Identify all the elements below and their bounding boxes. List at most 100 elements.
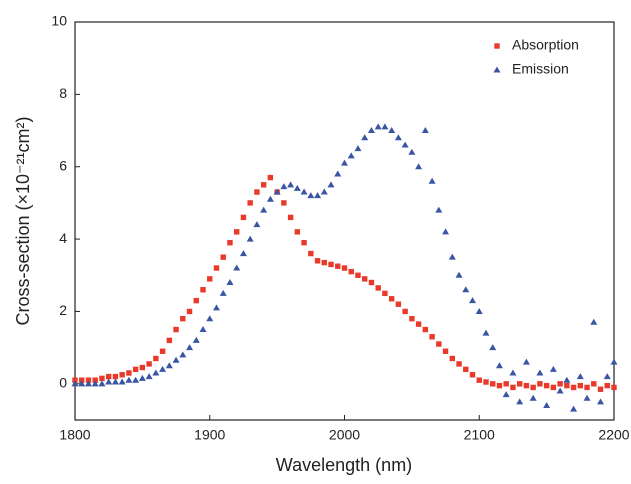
data-point: [179, 351, 187, 358]
data-point: [132, 366, 139, 373]
data-point: [314, 192, 322, 199]
data-point: [523, 382, 530, 389]
data-point: [206, 315, 214, 322]
data-point: [220, 254, 226, 260]
data-point: [610, 358, 618, 365]
legend-label: Absorption: [512, 37, 579, 53]
data-point: [381, 123, 389, 130]
data-point: [577, 382, 584, 389]
data-point: [604, 382, 610, 389]
data-point: [165, 362, 173, 369]
data-point: [234, 229, 240, 235]
data-point: [145, 373, 153, 380]
data-point: [307, 192, 315, 199]
data-point: [308, 250, 314, 257]
data-point: [402, 308, 408, 315]
data-point: [496, 382, 503, 389]
data-point: [469, 297, 477, 304]
data-point: [483, 379, 489, 385]
data-point: [207, 276, 213, 282]
data-point: [456, 361, 462, 367]
data-point: [408, 148, 416, 155]
data-point: [482, 329, 490, 336]
data-point: [597, 398, 605, 405]
data-point: [537, 381, 543, 387]
data-point: [549, 365, 557, 372]
y-tick-label: 4: [59, 230, 67, 246]
data-point: [556, 387, 564, 394]
data-point: [362, 276, 368, 282]
data-point: [590, 318, 598, 325]
data-point: [462, 286, 470, 293]
data-point: [591, 381, 597, 387]
data-point: [536, 369, 544, 376]
data-point: [213, 265, 220, 271]
data-point: [240, 214, 247, 221]
data-point: [436, 341, 442, 347]
data-point: [509, 369, 517, 376]
data-point: [503, 381, 509, 387]
data-point: [395, 301, 402, 307]
data-point: [78, 380, 86, 387]
data-point: [254, 189, 260, 195]
data-point: [200, 287, 206, 293]
data-point: [71, 380, 79, 387]
data-point: [172, 356, 180, 363]
data-point: [576, 373, 584, 380]
data-point: [314, 258, 321, 264]
data-point: [355, 272, 361, 278]
x-tick-label: 1900: [194, 427, 225, 443]
data-point: [428, 177, 436, 184]
x-tick-label: 2100: [464, 427, 495, 443]
data-point: [159, 348, 166, 354]
data-point: [138, 374, 146, 381]
data-point: [415, 163, 423, 170]
data-point: [226, 279, 234, 286]
data-point: [394, 134, 402, 141]
data-point: [119, 372, 125, 378]
data-point: [388, 127, 396, 134]
data-point: [442, 348, 449, 354]
data-point: [476, 377, 482, 383]
data-point: [146, 361, 152, 367]
data-point: [320, 188, 328, 195]
data-point: [563, 376, 571, 383]
data-point: [348, 268, 354, 275]
data-point: [409, 315, 415, 322]
data-point: [173, 326, 179, 333]
data-point: [112, 373, 119, 380]
data-point: [79, 377, 85, 383]
data-point: [570, 384, 577, 391]
data-point: [611, 384, 617, 391]
data-point: [180, 315, 186, 322]
data-point: [354, 145, 362, 152]
data-point: [166, 337, 173, 344]
data-point: [421, 127, 429, 134]
data-point: [98, 380, 106, 387]
data-point: [239, 250, 247, 257]
data-point: [293, 184, 301, 191]
data-point: [247, 200, 253, 206]
data-point: [341, 159, 348, 166]
data-point: [368, 279, 375, 286]
data-point: [522, 358, 530, 365]
data-point: [321, 259, 327, 266]
data-point: [139, 364, 146, 371]
data-point: [516, 398, 524, 405]
x-axis-label: Wavelength (nm): [276, 455, 412, 475]
data-point: [99, 375, 105, 382]
data-point: [105, 378, 113, 385]
data-point: [192, 336, 200, 343]
data-point: [281, 200, 287, 206]
legend-marker: [494, 43, 500, 49]
data-point: [529, 394, 537, 401]
data-point: [469, 372, 476, 378]
data-point: [273, 188, 281, 195]
x-tick-label: 2000: [329, 427, 360, 443]
y-axis-label: Cross-section (×10⁻²¹cm²): [13, 116, 33, 325]
data-point: [570, 405, 578, 412]
data-point: [84, 380, 92, 387]
data-point: [301, 240, 307, 246]
data-point: [266, 195, 274, 202]
